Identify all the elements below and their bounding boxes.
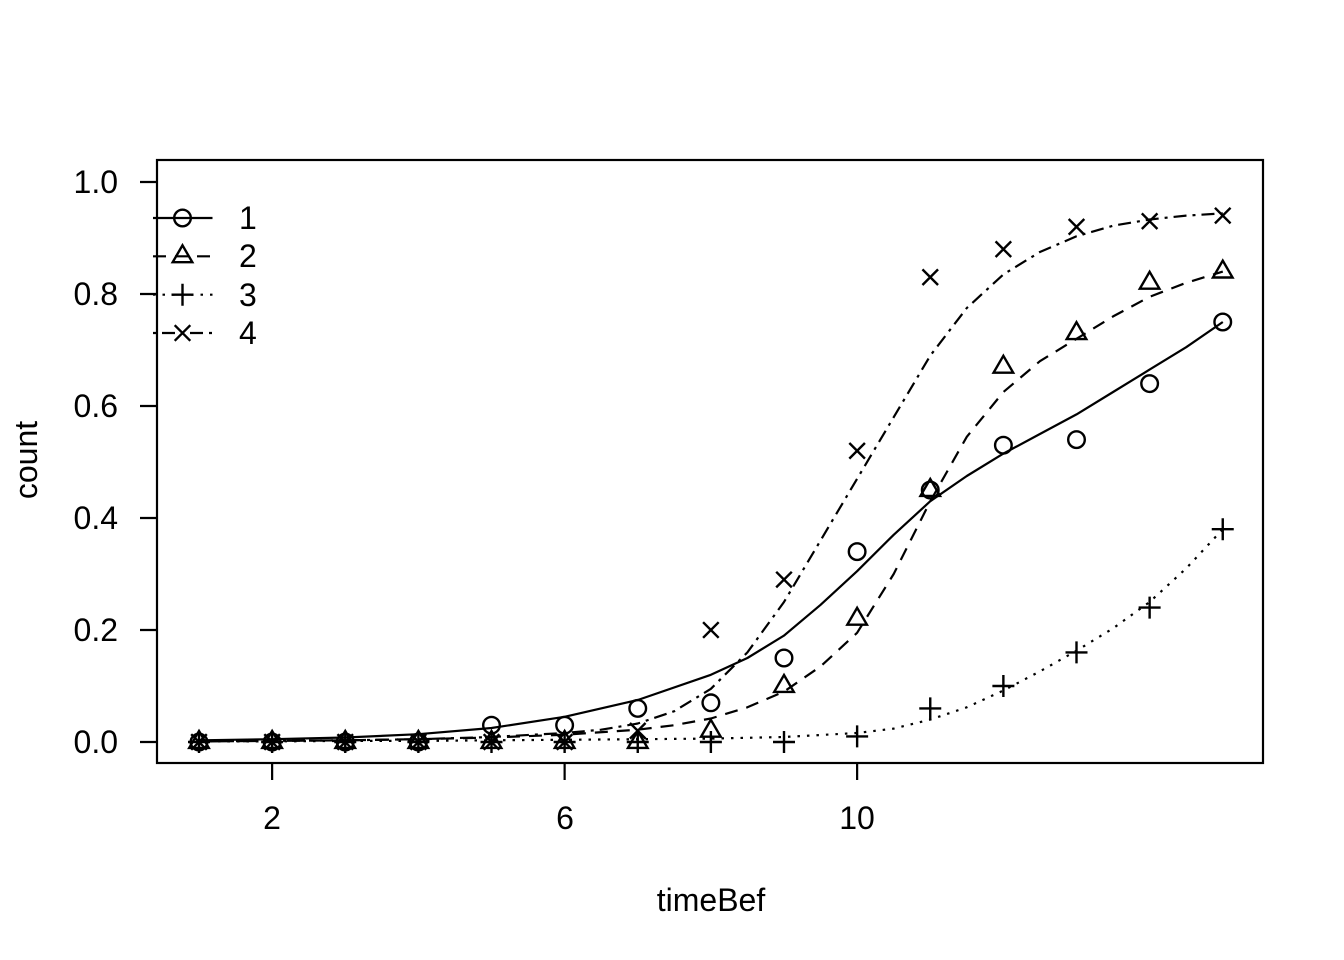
series-2-point — [1210, 258, 1235, 279]
series-4-point — [921, 268, 939, 286]
x-tick-label: 10 — [839, 800, 875, 836]
y-tick-label: 0.2 — [73, 612, 118, 648]
fit-curve-1 — [198, 321, 1224, 742]
y-tick-label: 1.0 — [73, 164, 118, 200]
series-1-point — [701, 693, 721, 713]
x-tick-label: 6 — [556, 800, 574, 836]
series-1-point — [774, 648, 794, 668]
series-3-point — [626, 731, 649, 753]
series-2-point — [918, 476, 943, 498]
series-2-point — [845, 605, 870, 626]
series-1-point — [847, 542, 867, 562]
series-4-point — [775, 570, 793, 589]
legend-label-2: 2 — [239, 238, 257, 275]
series-4-point — [1140, 212, 1159, 230]
series-4-point — [555, 733, 574, 751]
y-tick-label: 0.4 — [73, 500, 118, 536]
legend-label-1: 1 — [239, 200, 257, 236]
series-1-point — [1066, 430, 1086, 450]
series-3-point — [846, 725, 869, 748]
series-4-point — [409, 733, 428, 751]
series-2-point — [991, 353, 1016, 374]
series-4-point — [190, 733, 208, 751]
series-1-point — [628, 698, 648, 718]
series-1-point — [920, 480, 940, 500]
y-tick-label: 0.6 — [73, 388, 118, 424]
legend-circle-icon — [172, 208, 192, 228]
series-4-point — [848, 442, 866, 460]
series-3-point — [919, 697, 942, 720]
series-1-point — [993, 435, 1013, 455]
legend-triangle-icon — [170, 242, 195, 264]
series-3-point — [1065, 641, 1088, 664]
y-tick-label: 0.0 — [73, 724, 118, 760]
x-axis-title: timeBef — [656, 882, 766, 918]
series-4-point — [994, 240, 1013, 258]
series-2-point — [1064, 319, 1089, 341]
series-1-point — [1140, 374, 1160, 394]
x-tick-label: 2 — [263, 800, 281, 836]
plot-box — [155, 158, 1265, 765]
series-4-point — [629, 722, 647, 740]
fit-curve-2 — [198, 270, 1224, 743]
legend-plus-icon — [171, 283, 194, 306]
fit-curve-4 — [198, 212, 1223, 743]
series-2-point — [1137, 269, 1162, 290]
series-2-point — [772, 672, 796, 694]
series-1-point — [1213, 312, 1233, 332]
series-4-point — [336, 733, 354, 751]
series-4-point — [702, 621, 720, 639]
series-4-point — [1214, 206, 1232, 225]
y-tick-label: 0.8 — [73, 276, 118, 312]
legend-x-icon — [173, 324, 192, 342]
series-4-point — [263, 733, 281, 751]
series-4-point — [1067, 218, 1086, 236]
y-axis-title: count — [8, 420, 44, 500]
series-4-point — [482, 733, 501, 751]
legend-label-4: 4 — [239, 315, 257, 351]
series-3-point — [992, 675, 1015, 697]
series-3-point — [1138, 596, 1161, 619]
series-3-point — [1211, 518, 1234, 541]
legend-label-3: 3 — [239, 276, 257, 313]
series-3-point — [699, 731, 722, 753]
fit-curve-3 — [199, 528, 1224, 743]
series-3-point — [773, 731, 795, 753]
